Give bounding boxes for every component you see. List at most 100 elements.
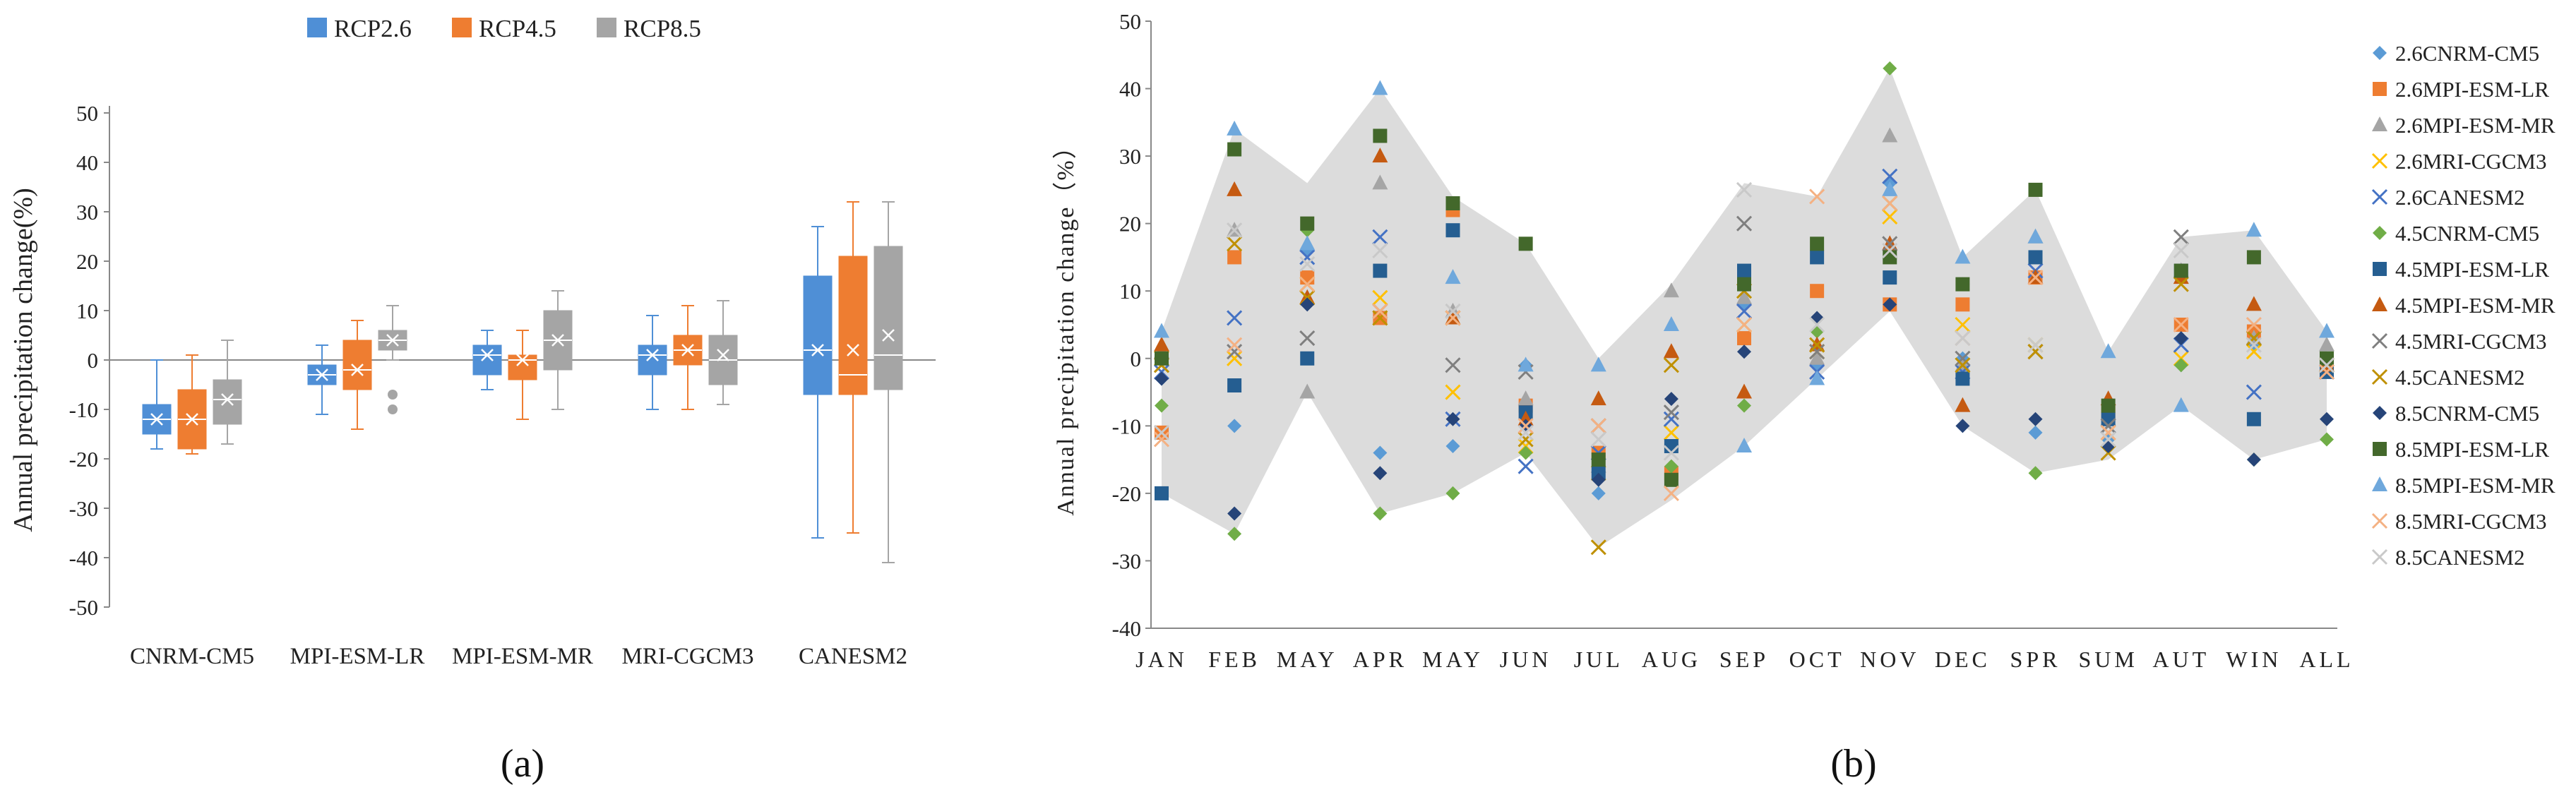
legend-label-8-5mri-cgcm3: 8.5MRI-CGCM3 [2395, 509, 2546, 534]
y-tick-label: 50 [1119, 9, 1141, 34]
legend-marker-8-5mri-cgcm3 [2371, 512, 2388, 529]
legend-marker-8-5mpi-esm-mr [2372, 476, 2387, 491]
point-4-5canesm2-spr [2027, 344, 2044, 360]
x-tick-label-aut: AUT [2152, 647, 2210, 672]
box-rcp4-5-mri-cgcm3-mean [681, 344, 694, 356]
point-4-5cnrm-cm5-jan [1155, 398, 1169, 413]
point-4-5mpi-esm-mr-aug [1663, 343, 1679, 359]
legend-marker-8-5mpi-esm-lr [2373, 442, 2387, 456]
legend-label-8-5canesm2: 8.5CANESM2 [2395, 545, 2524, 570]
point-8-5cnrm-cm5-dec [1955, 419, 1970, 433]
legend-label-2-6mpi-esm-mr: 2.6MPI-ESM-MR [2395, 113, 2556, 138]
legend-label-4-5mri-cgcm3: 4.5MRI-CGCM3 [2395, 329, 2546, 354]
point-8-5cnrm-cm5-jul [1591, 472, 1606, 487]
y-tick-label: -30 [69, 496, 98, 521]
y-tick-label: -10 [1112, 414, 1141, 438]
box-rcp8-5-mpi-esm-lr-outlier [388, 390, 398, 400]
point-8-5canesm2-jul [1590, 431, 1606, 448]
point-4-5mpi-esm-mr-dec [1955, 397, 1971, 412]
point-4-5mpi-esm-lr-sep [1737, 263, 1751, 278]
point-8-5mri-cgcm3-nov [1882, 195, 1898, 212]
box-rcp2-6-mpi-esm-mr-body [472, 344, 502, 376]
legend-label-2-6mpi-esm-lr: 2.6MPI-ESM-LR [2395, 77, 2549, 102]
legend-marker-8-5cnrm-cm5 [2373, 406, 2387, 420]
y-tick-label: -50 [69, 595, 98, 620]
legend-label-4-5cnrm-cm5: 4.5CNRM-CM5 [2395, 221, 2539, 246]
x-tick-label-may: MAY [1422, 647, 1484, 672]
point-8-5mpi-esm-mr-oct [1809, 370, 1825, 385]
y-tick-label: 20 [1119, 212, 1141, 236]
legend-marker-4-5mpi-esm-lr [2373, 262, 2387, 276]
point-2-6canesm2-may [1299, 249, 1316, 265]
box-rcp2-6-mpi-esm-lr-mean [316, 368, 328, 381]
y-tick-label: 0 [1131, 347, 1142, 371]
point-8-5mri-cgcm3-spr [2027, 270, 2044, 286]
point-4-5mri-cgcm3-may [1299, 330, 1316, 347]
point-8-5canesm2-jun [1517, 424, 1534, 440]
point-2-6cnrm-cm5-feb [1227, 419, 1242, 433]
point-4-5mpi-esm-mr-jul [1590, 390, 1606, 406]
point-4-5mpi-esm-lr-may [1445, 223, 1460, 238]
box-rcp8-5-canesm2-body [873, 246, 903, 390]
point-8-5canesm2-sum [2100, 431, 2116, 448]
y-tick-label: 40 [1119, 77, 1141, 102]
point-2-6mpi-esm-mr-jun [1517, 390, 1534, 406]
point-8-5mri-cgcm3-jul [1590, 418, 1606, 434]
point-4-5mpi-esm-mr-sep [1736, 383, 1752, 399]
point-4-5cnrm-cm5-all [2320, 432, 2334, 447]
point-8-5mpi-esm-mr-aut [2173, 397, 2189, 412]
point-8-5mpi-esm-lr-jan [1155, 351, 1169, 366]
y-tick-label: 50 [76, 101, 98, 126]
point-4-5canesm2-aug [1663, 357, 1679, 373]
legend-label-rcp2-6: RCP2.6 [334, 15, 412, 42]
point-2-6mpi-esm-mr-oct [1809, 349, 1825, 365]
box-rcp2-6-cnrm-cm5-mean [150, 413, 163, 426]
point-8-5mpi-esm-mr-may [1445, 269, 1461, 284]
point-8-5cnrm-cm5-feb [1227, 506, 1242, 521]
point-4-5mri-cgcm3-nov [1882, 236, 1898, 252]
x-tick-label-dec: DEC [1935, 647, 1991, 672]
legend-label-8-5cnrm-cm5: 8.5CNRM-CM5 [2395, 401, 2539, 426]
point-8-5mpi-esm-lr-all [2320, 351, 2334, 366]
x-tick-label-nov: NOV [1860, 647, 1919, 672]
point-8-5mpi-esm-mr-spr [2027, 228, 2044, 244]
point-8-5mpi-esm-lr-win [2246, 250, 2261, 265]
x-tick-label-sep: SEP [1719, 647, 1769, 672]
point-8-5mri-cgcm3-aug [1663, 485, 1679, 501]
y-tick-label: -40 [69, 546, 98, 570]
legend-swatch-rcp8-5 [597, 18, 616, 37]
point-4-5cnrm-cm5-may [1445, 486, 1460, 500]
point-4-5mri-cgcm3-dec [1955, 350, 1971, 366]
x-tick-label-spr: SPR [2010, 647, 2061, 672]
point-2-6mpi-esm-mr-aug [1663, 282, 1679, 298]
box-rcp8-5-mpi-esm-lr-outlier [388, 404, 398, 414]
point-8-5mpi-esm-mr-feb [1227, 120, 1243, 136]
point-2-6mri-cgcm3-win [2246, 344, 2262, 360]
y-tick-label: 0 [88, 348, 99, 373]
legend-swatch-rcp2-6 [307, 18, 327, 37]
point-4-5mpi-esm-mr-feb [1227, 181, 1243, 196]
x-tick-label-feb: FEB [1208, 647, 1260, 672]
point-4-5mpi-esm-lr-apr [1373, 263, 1388, 278]
point-8-5cnrm-cm5-sep [1737, 344, 1751, 359]
point-8-5mpi-esm-lr-may [1300, 216, 1315, 231]
point-8-5cnrm-cm5-apr [1373, 466, 1388, 481]
legend-marker-4-5mpi-esm-mr [2372, 296, 2387, 311]
box-rcp8-5-cnrm-cm5-mean [221, 393, 234, 406]
point-8-5mri-cgcm3-sum [2100, 424, 2116, 440]
point-8-5canesm2-nov [1882, 242, 1898, 258]
legend-marker-8-5canesm2 [2371, 548, 2388, 565]
point-4-5mri-cgcm3-oct [1809, 344, 1825, 360]
point-2-6mpi-esm-lr-dec [1955, 297, 1970, 312]
point-8-5mpi-esm-lr-spr [2028, 182, 2043, 197]
point-4-5mpi-esm-lr-sum [2101, 412, 2116, 426]
x-tick-label-mri-cgcm3: MRI-CGCM3 [621, 644, 753, 669]
point-8-5mpi-esm-mr-jul [1590, 356, 1606, 372]
point-4-5mpi-esm-lr-aug [1664, 439, 1678, 453]
x-tick-label-jan: JAN [1135, 647, 1188, 672]
point-8-5mpi-esm-lr-aug [1664, 472, 1678, 487]
point-2-6mpi-esm-mr-sep [1736, 289, 1752, 304]
box-rcp4-5-mpi-esm-lr-body [342, 340, 372, 390]
box-rcp4-5-canesm2-body [838, 256, 868, 395]
